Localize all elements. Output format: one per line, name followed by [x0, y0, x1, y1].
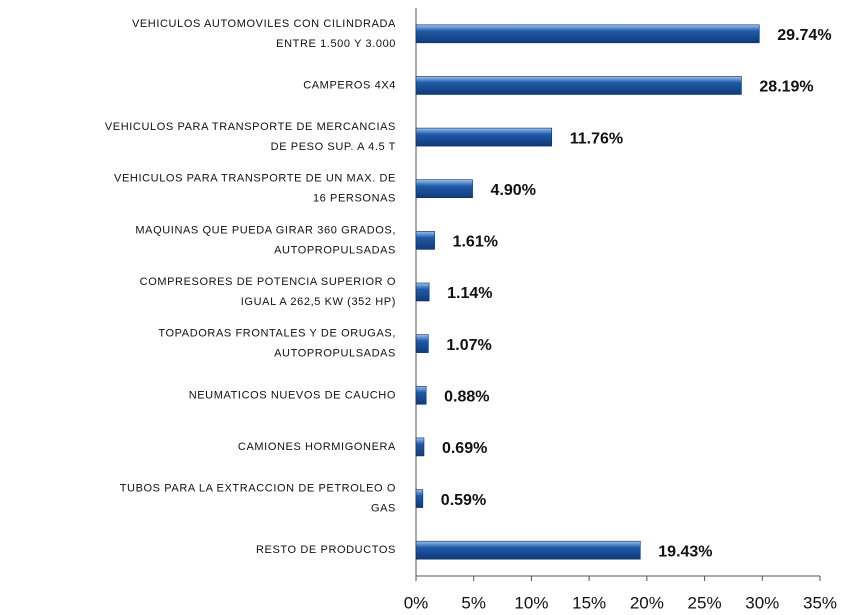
- x-tick-label: 20%: [630, 593, 664, 612]
- x-tick-label: 30%: [745, 593, 779, 612]
- category-label: MAQUINAS QUE PUEDA GIRAR 360 GRADOS, AUTO…: [135, 224, 396, 256]
- x-tick-label: 0%: [404, 593, 429, 612]
- x-tick-label: 15%: [572, 593, 606, 612]
- category-label: VEHICULOS AUTOMOVILES CON CILINDRADA ENTR…: [132, 18, 396, 50]
- category-label: NEUMATICOS NUEVOS DE CAUCHO: [189, 389, 396, 401]
- bar: [415, 489, 424, 508]
- value-label: 11.76%: [570, 130, 623, 147]
- category-label: VEHICULOS PARA TRANSPORTE DE MERCANCIAS D…: [105, 121, 396, 153]
- x-tick-label: 35%: [803, 593, 837, 612]
- bar: [415, 179, 473, 199]
- bar: [415, 540, 641, 560]
- value-label: 0.69%: [442, 440, 487, 457]
- x-tick-label: 10%: [514, 593, 548, 612]
- bar: [415, 334, 429, 353]
- bar: [415, 76, 742, 95]
- bar: [415, 231, 435, 250]
- category-label: TOPADORAS FRONTALES Y DE ORUGAS, AUTOPROP…: [158, 328, 396, 360]
- value-label: 4.90%: [491, 182, 536, 199]
- x-tick-label: 25%: [688, 593, 722, 612]
- value-label: 1.07%: [446, 337, 491, 354]
- category-label: RESTO DE PRODUCTOS: [256, 544, 396, 556]
- x-tick-label: 5%: [461, 593, 486, 612]
- category-label: CAMPEROS 4X4: [303, 79, 396, 91]
- bar: [415, 127, 553, 147]
- value-label: 1.61%: [453, 234, 498, 251]
- bar: [415, 437, 425, 457]
- value-label: 0.59%: [441, 492, 486, 509]
- value-label: 0.88%: [444, 388, 489, 405]
- category-label: VEHICULOS PARA TRANSPORTE DE UN MAX. DE 1…: [114, 173, 396, 205]
- bar: [415, 24, 760, 44]
- bar: [415, 282, 430, 302]
- value-label: 28.19%: [759, 79, 813, 96]
- value-label: 19.43%: [658, 543, 712, 560]
- value-label: 1.14%: [447, 285, 492, 302]
- category-label: CAMIONES HORMIGONERA: [238, 441, 396, 453]
- category-label: TUBOS PARA LA EXTRACCION DE PETROLEO O GA…: [120, 482, 396, 514]
- value-label: 29.74%: [777, 27, 831, 44]
- category-label: COMPRESORES DE POTENCIA SUPERIOR O IGUAL …: [140, 276, 396, 308]
- bar: [415, 385, 427, 405]
